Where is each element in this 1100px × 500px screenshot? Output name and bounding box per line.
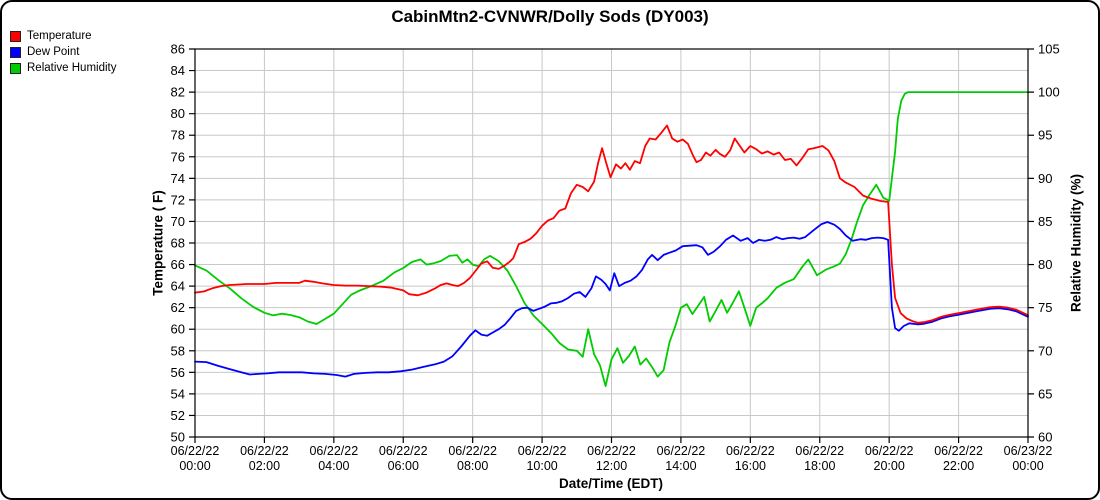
x-tick-time-label: 18:00: [804, 459, 835, 473]
x-tick-time-label: 14:00: [665, 459, 696, 473]
x-tick-date-label: 06/22/22: [865, 444, 914, 458]
x-tick-time-label: 06:00: [388, 459, 419, 473]
x-tick-time-label: 10:00: [526, 459, 557, 473]
left-tick-label: 64: [171, 279, 185, 294]
left-tick-label: 50: [171, 430, 185, 445]
right-axis-title: Relative Humidity (%): [1068, 173, 1084, 313]
right-tick-label: 60: [1038, 430, 1052, 445]
right-tick-label: 85: [1038, 214, 1052, 229]
legend-label-dew-point: Dew Point: [27, 46, 80, 58]
left-tick-label: 74: [171, 171, 185, 186]
left-tick-label: 70: [171, 214, 185, 229]
left-tick-label: 66: [171, 257, 185, 272]
x-tick-date-label: 06/22/22: [587, 444, 636, 458]
right-tick-label: 80: [1038, 257, 1052, 272]
right-tick-label: 70: [1038, 343, 1052, 358]
left-tick-label: 60: [171, 322, 185, 337]
x-tick-date-label: 06/22/22: [379, 444, 428, 458]
gridlines: [195, 49, 1028, 437]
right-tick-label: 65: [1038, 386, 1052, 401]
x-tick-time-label: 04:00: [318, 459, 349, 473]
legend-item-temperature: Temperature: [10, 28, 116, 44]
legend-item-relative-humidity: Relative Humidity: [10, 60, 116, 76]
left-tick-label: 76: [171, 149, 185, 164]
temperature-swatch-icon: [10, 30, 21, 42]
left-tick-label: 82: [171, 85, 185, 100]
right-tick-label: 90: [1038, 171, 1052, 186]
relative-humidity-swatch-icon: [10, 62, 21, 74]
x-tick-date-label: 06/22/22: [657, 444, 706, 458]
series-line-dew-point: [194, 221, 1029, 378]
right-tick-label: 100: [1038, 85, 1060, 100]
left-tick-label: 80: [171, 106, 185, 121]
legend-label-temperature: Temperature: [27, 30, 92, 42]
left-axis-title: Temperature ( F): [150, 190, 166, 296]
legend-label-relative-humidity: Relative Humidity: [27, 62, 117, 74]
series-lines: [194, 91, 1029, 388]
right-tick-label: 95: [1038, 128, 1052, 143]
left-tick-label: 54: [171, 386, 185, 401]
x-tick-date-label: 06/22/22: [171, 444, 220, 458]
x-tick-time-label: 00:00: [1012, 459, 1043, 473]
x-tick-time-label: 22:00: [943, 459, 974, 473]
x-tick-date-label: 06/23/22: [1004, 444, 1053, 458]
legend-item-dew-point: Dew Point: [10, 44, 116, 60]
legend: Temperature Dew Point Relative Humidity: [10, 28, 116, 76]
left-tick-label: 78: [171, 128, 185, 143]
x-tick-date-label: 06/22/22: [795, 444, 844, 458]
axis-ticks: [189, 48, 1034, 443]
left-tick-label: 56: [171, 365, 185, 380]
series-line-temperature: [194, 124, 1029, 324]
x-tick-time-label: 08:00: [457, 459, 488, 473]
x-tick-date-label: 06/22/22: [934, 444, 983, 458]
x-tick-time-label: 20:00: [874, 459, 905, 473]
right-tick-label: 75: [1038, 300, 1052, 315]
x-tick-time-label: 16:00: [735, 459, 766, 473]
x-axis-title: Date/Time (EDT): [558, 476, 664, 491]
dew-point-swatch-icon: [10, 46, 21, 58]
x-tick-date-label: 06/22/22: [448, 444, 497, 458]
chart-title: CabinMtn2-CVNWR/Dolly Sods (DY003): [391, 7, 709, 26]
x-tick-date-label: 06/22/22: [518, 444, 567, 458]
x-tick-time-label: 00:00: [179, 459, 210, 473]
x-tick-time-label: 02:00: [249, 459, 280, 473]
x-tick-date-label: 06/22/22: [309, 444, 358, 458]
left-tick-label: 58: [171, 343, 185, 358]
x-tick-date-label: 06/22/22: [726, 444, 775, 458]
left-tick-label: 52: [171, 408, 185, 423]
x-tick-date-label: 06/22/22: [240, 444, 289, 458]
left-tick-label: 62: [171, 300, 185, 315]
x-tick-time-label: 12:00: [596, 459, 627, 473]
left-tick-label: 72: [171, 192, 185, 207]
right-tick-label: 105: [1038, 42, 1060, 57]
left-tick-label: 68: [171, 236, 185, 251]
axis-tick-labels: 50 52 54 56 58 60 62 64 66 68 70 72 74 76 78 80 82 84 86 60…: [171, 42, 1060, 474]
left-tick-label: 84: [171, 63, 185, 78]
left-tick-label: 86: [171, 42, 185, 57]
